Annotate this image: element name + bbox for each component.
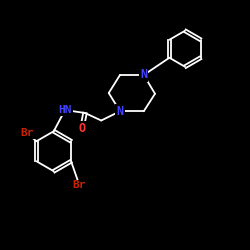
Text: HN: HN <box>58 105 72 115</box>
Text: N: N <box>140 68 147 82</box>
Text: N: N <box>116 105 123 118</box>
Text: Br: Br <box>20 128 34 138</box>
Text: O: O <box>78 122 86 134</box>
Text: Br: Br <box>73 180 86 190</box>
